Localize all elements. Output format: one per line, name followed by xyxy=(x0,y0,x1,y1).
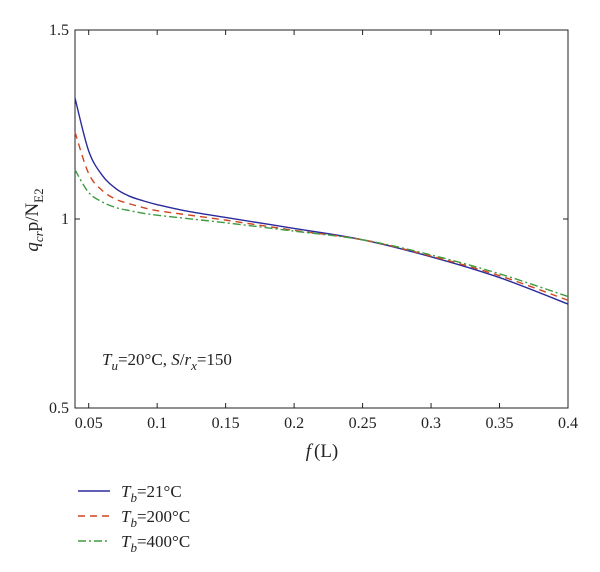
annotation-end: =150 xyxy=(197,350,232,369)
annotation-r: r xyxy=(184,350,191,369)
tick-layer: 0.05 0.1 0.15 0.2 0.25 0.3 0.35 0.4 0.5 1 1.5 xyxy=(49,22,578,432)
annotation: Tu=20°C, S/rx=150 xyxy=(102,350,232,373)
x-tick-label: 0.2 xyxy=(284,415,304,432)
y-tick-label: 1.5 xyxy=(49,22,69,39)
annotation-s: S xyxy=(171,350,180,369)
series-line-1 xyxy=(74,97,569,305)
x-axis-label: f (L) xyxy=(306,441,339,462)
legend-label-2: Tb=200°C xyxy=(121,507,190,530)
x-tick-label: 0.1 xyxy=(147,415,167,432)
x-tick-label: 0.4 xyxy=(558,415,578,432)
annotation-r-sub: x xyxy=(190,358,197,373)
y-axis-label-q: q xyxy=(22,242,43,252)
annotation-mid: =20°C, xyxy=(118,350,171,369)
y-axis-label-mid: p/N xyxy=(22,203,43,232)
series-layer xyxy=(74,97,569,305)
annotation-slash: / xyxy=(180,350,185,369)
annotation-t: T xyxy=(102,350,113,369)
y-axis-label-q-sub: cr xyxy=(31,230,46,242)
x-tick-label: 0.3 xyxy=(421,415,441,432)
x-tick-label: 0.05 xyxy=(75,415,103,432)
y-axis-label-n-sub: E2 xyxy=(31,188,46,202)
x-tick-label: 0.35 xyxy=(486,415,514,432)
legend-label-3: Tb=400°C xyxy=(121,532,190,555)
y-axis-label: qcrp/NE2 xyxy=(22,188,46,251)
x-axis-label-main: f xyxy=(306,441,314,462)
y-tick-label: 0.5 xyxy=(49,400,69,417)
x-axis-label-rest: (L) xyxy=(314,441,338,462)
series-line-2 xyxy=(74,131,569,301)
legend-label-1: Tb=21°C xyxy=(121,482,182,505)
y-tick-label: 1 xyxy=(61,211,69,228)
x-tick-label: 0.25 xyxy=(349,415,377,432)
x-tick-label: 0.15 xyxy=(212,415,240,432)
annotation-t-sub: u xyxy=(111,358,118,373)
legend: Tb=21°CTb=200°CTb=400°C xyxy=(78,482,190,555)
